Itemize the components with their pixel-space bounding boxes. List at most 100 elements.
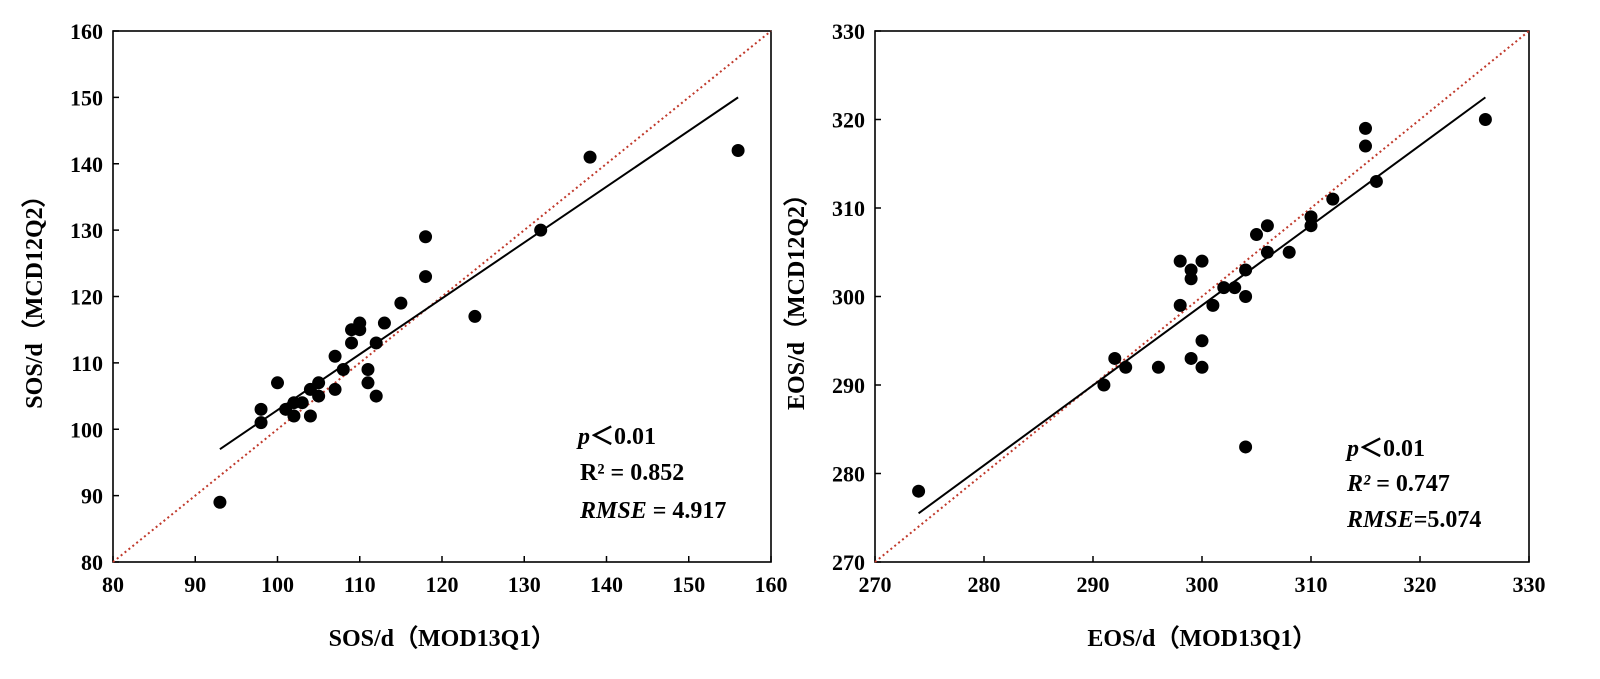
sos-x-tick-label: 160 <box>755 572 788 597</box>
sos-data-point <box>213 495 227 509</box>
eos-data-point <box>1239 263 1253 277</box>
eos-data-point <box>1173 298 1187 312</box>
eos-data-point <box>1260 219 1274 233</box>
sos-data-point <box>312 389 326 403</box>
eos-data-point <box>1304 219 1318 233</box>
eos-x-tick-label: 280 <box>968 572 1001 597</box>
sos-data-point <box>345 336 359 350</box>
eos-scatter-panel: 270 280 290 300 310 320 330 270 280 290 300 310 320 3… <box>783 19 1546 652</box>
sos-one-to-one-line <box>112 30 772 563</box>
sos-y-tick-label: 140 <box>70 152 103 177</box>
eos-x-tick-label: 290 <box>1077 572 1110 597</box>
sos-x-tick-label: 150 <box>672 572 705 597</box>
sos-data-point <box>303 409 317 423</box>
eos-data-point <box>1184 351 1198 365</box>
sos-p-value-text: ＜0.01 <box>590 424 656 450</box>
eos-y-tick-label: 280 <box>832 462 865 487</box>
sos-y-axis-label: SOS/d（MCD12Q2） <box>21 183 48 408</box>
eos-x-tick-label: 300 <box>1186 572 1219 597</box>
eos-fit-line <box>918 96 1486 515</box>
sos-rmse-value: = 4.917 <box>647 498 727 524</box>
sos-fit-line <box>219 96 739 450</box>
sos-data-point <box>361 376 375 390</box>
sos-x-tick-label: 140 <box>590 572 623 597</box>
eos-rmse: RMSE=5.074 <box>1346 507 1481 533</box>
sos-x-tick-label: 90 <box>184 572 206 597</box>
eos-data-point <box>1359 139 1372 153</box>
sos-data-point <box>271 376 284 390</box>
eos-data-point <box>1228 281 1242 295</box>
sos-data-point <box>287 409 301 423</box>
sos-x-tick-label: 100 <box>261 572 294 597</box>
eos-data-point <box>1119 360 1133 374</box>
eos-y-tick-label: 320 <box>832 108 865 133</box>
sos-x-tick-label: 80 <box>102 572 124 597</box>
sos-data-point <box>295 396 309 410</box>
eos-data-point <box>1108 351 1122 365</box>
sos-data-point <box>254 402 268 416</box>
sos-y-tick-label: 90 <box>81 484 103 509</box>
eos-p-value: p＜0.01 <box>1345 436 1425 462</box>
sos-data-point <box>369 389 383 403</box>
eos-data-point <box>1173 254 1187 268</box>
eos-r2-symbol: R² <box>1346 471 1371 497</box>
eos-data-point <box>1151 360 1165 374</box>
eos-data-point <box>1239 440 1253 454</box>
eos-x-tick-label: 320 <box>1404 572 1437 597</box>
sos-data-point <box>369 336 383 350</box>
sos-p-value: p＜0.01 <box>576 424 656 450</box>
sos-rmse-symbol: RMSE <box>579 498 647 524</box>
sos-y-tick-label: 110 <box>71 351 103 376</box>
eos-data-point <box>1359 121 1372 135</box>
eos-data-point <box>1195 360 1209 374</box>
sos-data-point <box>336 363 350 377</box>
eos-data-point <box>1282 245 1296 259</box>
sos-p-symbol: p <box>576 424 590 450</box>
sos-data-point <box>583 150 597 164</box>
eos-data-point <box>1260 245 1274 259</box>
eos-data-point <box>1184 263 1198 277</box>
sos-data-point <box>254 416 268 430</box>
sos-y-tick-label: 150 <box>70 85 103 110</box>
eos-y-tick-label: 270 <box>832 550 865 575</box>
sos-data-point <box>419 230 433 244</box>
eos-data-point <box>1369 174 1383 188</box>
eos-x-tick-label: 270 <box>859 572 892 597</box>
sos-y-tick-label: 100 <box>70 417 103 442</box>
sos-data-point <box>361 363 375 377</box>
eos-p-value-text: ＜0.01 <box>1359 436 1425 462</box>
eos-y-axis-label: EOS/d（MCD12Q2） <box>783 182 810 410</box>
sos-points <box>213 143 745 509</box>
eos-data-point <box>1195 334 1209 348</box>
sos-data-point <box>377 316 391 330</box>
sos-r2: R² = 0.852 <box>580 460 684 486</box>
sos-x-axis-label: SOS/d（MOD13Q1） <box>329 625 556 652</box>
eos-r2: R² = 0.747 <box>1346 471 1450 497</box>
sos-data-point <box>312 376 326 390</box>
eos-y-tick-label: 290 <box>832 373 865 398</box>
eos-rmse-symbol: RMSE <box>1346 507 1414 533</box>
eos-data-point <box>1097 378 1111 392</box>
eos-r2-value: = 0.747 <box>1370 471 1450 497</box>
sos-x-tick-label: 130 <box>508 572 541 597</box>
sos-x-tick-label: 110 <box>344 572 376 597</box>
sos-data-point <box>328 349 342 363</box>
sos-y-tick-label: 160 <box>70 19 103 44</box>
sos-scatter-panel: 80 90 100 110 120 130 140 150 160 80 90 100 110 120 13… <box>21 19 788 652</box>
sos-data-point <box>353 316 367 330</box>
eos-data-point <box>1195 254 1209 268</box>
sos-rmse: RMSE = 4.917 <box>579 498 726 524</box>
eos-data-point <box>1217 281 1231 295</box>
sos-y-tick-label: 120 <box>70 285 103 310</box>
sos-data-point <box>468 309 482 323</box>
eos-y-tick-label: 330 <box>832 19 865 44</box>
eos-x-tick-label: 330 <box>1513 572 1546 597</box>
eos-data-point <box>1239 290 1253 303</box>
sos-data-point <box>394 296 408 310</box>
sos-data-point <box>731 143 745 157</box>
sos-y-tick-label: 130 <box>70 218 103 243</box>
eos-data-point <box>1478 113 1492 126</box>
eos-x-tick-label: 310 <box>1295 572 1328 597</box>
eos-points <box>912 113 1492 498</box>
eos-rmse-value: =5.074 <box>1414 507 1482 533</box>
